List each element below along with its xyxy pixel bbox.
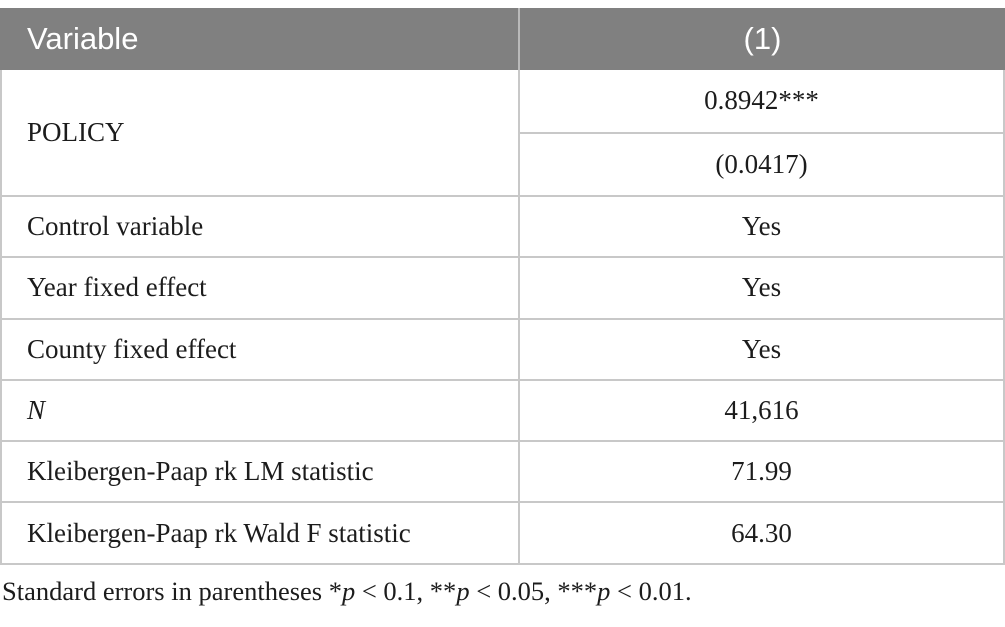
footnote-text-seg2: < 0.05, *** <box>469 575 598 606</box>
table-row-n-observations: N 41,616 <box>2 380 1003 443</box>
table-row-kp-lm-statistic: Kleibergen-Paap rk LM statistic 71.99 <box>2 442 1003 504</box>
table-row-policy: POLICY 0.8942*** (0.0417) <box>2 70 1003 197</box>
row-value: 64.30 <box>731 517 792 548</box>
row-value: Yes <box>741 333 782 364</box>
table-row-control-variable: Control variable Yes <box>2 197 1003 259</box>
row-value-cell: Yes <box>518 197 1003 257</box>
table-row-kp-wald-f-statistic: Kleibergen-Paap rk Wald F statistic 64.3… <box>2 503 1003 565</box>
row-value: 41,616 <box>724 395 799 426</box>
footnote-text-prefix: Standard errors in parentheses * <box>2 575 342 606</box>
row-label-cell: Kleibergen-Paap rk LM statistic <box>2 442 518 501</box>
footnote-text-seg3: < 0.01. <box>610 575 692 606</box>
row-value-cell: Yes <box>518 319 1003 379</box>
policy-coefficient: 0.8942*** <box>704 85 819 116</box>
policy-std-error: (0.0417) <box>715 148 808 179</box>
row-value-cell: 64.30 <box>518 503 1003 563</box>
header-cell-variable: Variable <box>0 8 518 70</box>
row-label-cell: N <box>2 381 518 440</box>
row-label-cell: Kleibergen-Paap rk Wald F statistic <box>2 503 518 562</box>
row-value-cell: 71.99 <box>518 442 1003 502</box>
row-label: Control variable <box>27 211 204 242</box>
policy-label-cell: POLICY <box>2 70 518 195</box>
table-row-county-fixed-effect: County fixed effect Yes <box>2 319 1003 381</box>
table-row-year-fixed-effect: Year fixed effect Yes <box>2 258 1003 320</box>
row-label: County fixed effect <box>27 333 237 364</box>
footnote-p-symbol: p <box>456 575 470 606</box>
regression-results-table: Variable (1) POLICY 0.8942*** (0.0417) C… <box>0 8 1005 565</box>
footnote-p-symbol: p <box>597 575 611 606</box>
table-footnote: Standard errors in parentheses *p < 0.1,… <box>0 576 1005 607</box>
policy-value-stack: 0.8942*** (0.0417) <box>518 70 1003 195</box>
header-cell-column1: (1) <box>518 8 1005 70</box>
row-label: Year fixed effect <box>27 272 207 303</box>
row-label-cell: Control variable <box>2 197 518 256</box>
table-header-row: Variable (1) <box>0 8 1005 70</box>
row-value-cell: Yes <box>518 258 1003 318</box>
row-label-cell: County fixed effect <box>2 320 518 379</box>
row-label: Kleibergen-Paap rk LM statistic <box>27 456 374 487</box>
row-value: Yes <box>741 211 782 242</box>
table-body: POLICY 0.8942*** (0.0417) Control variab… <box>0 70 1005 565</box>
footnote-p-symbol: p <box>341 575 356 606</box>
policy-std-error-cell: (0.0417) <box>520 131 1003 196</box>
header-variable-label: Variable <box>27 21 139 56</box>
row-label-cell: Year fixed effect <box>2 258 518 317</box>
footnote-text-seg1: < 0.1, ** <box>355 575 457 606</box>
row-value: 71.99 <box>731 456 792 487</box>
policy-label: POLICY <box>27 117 125 147</box>
header-column1-label: (1) <box>743 21 782 56</box>
policy-coefficient-cell: 0.8942*** <box>520 70 1003 132</box>
row-label: N <box>27 395 46 426</box>
row-value-cell: 41,616 <box>518 380 1003 441</box>
row-label: Kleibergen-Paap rk Wald F statistic <box>27 517 411 548</box>
row-value: Yes <box>741 272 782 303</box>
